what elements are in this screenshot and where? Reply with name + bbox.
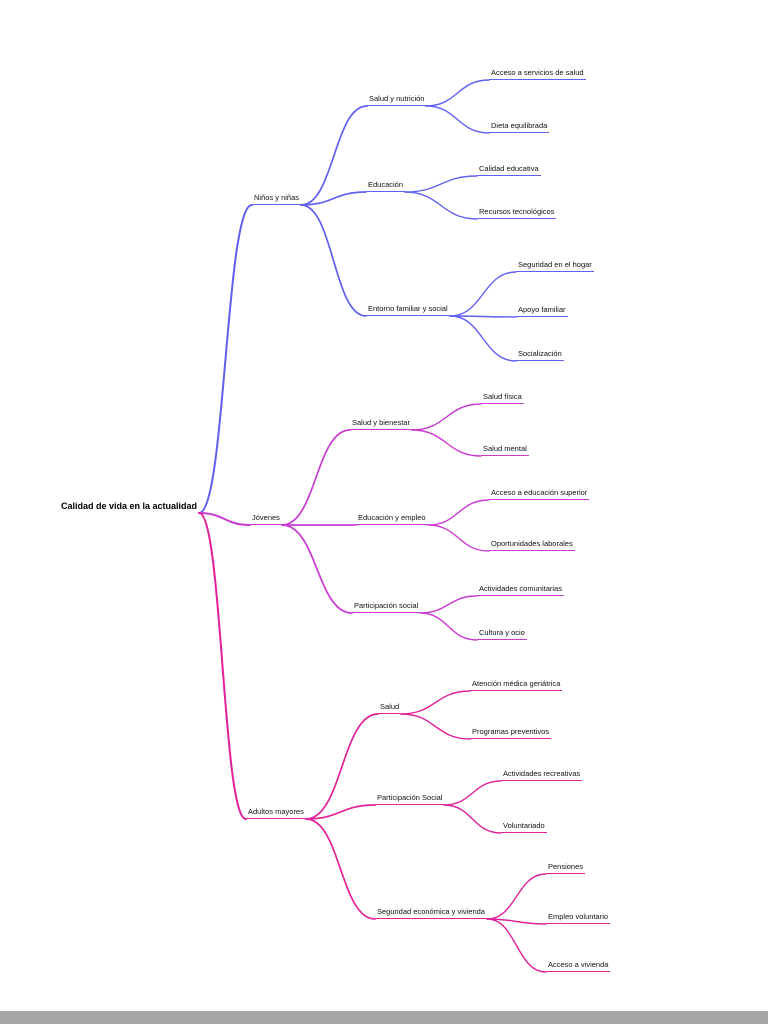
mindmap-node: Seguridad económica y vivienda: [375, 907, 487, 919]
mindmap-link: [281, 524, 353, 614]
mindmap-link: [300, 191, 367, 206]
mindmap-link: [400, 713, 471, 740]
mindmap-node: Seguridad en el hogar: [516, 260, 594, 272]
mindmap-node: Apoyo familiar: [516, 305, 568, 317]
mindmap-node: Niños y niñas: [252, 193, 302, 205]
mindmap-link: [300, 105, 368, 206]
mindmap-node: Educación y empleo: [356, 513, 428, 525]
mindmap-link: [305, 818, 376, 920]
mindmap-node: Oportunidades laborales: [489, 539, 575, 551]
mindmap-node: Participación social: [352, 601, 421, 613]
mindmap-node: Actividades comunitarias: [477, 584, 564, 596]
mindmap-link: [400, 690, 471, 715]
mindmap-node: Cultura y ocio: [477, 628, 527, 640]
mindmap-link: [198, 512, 251, 526]
mindmap-link: [486, 873, 547, 920]
mindmap-node: Salud física: [481, 392, 524, 404]
mindmap-node: Salud y bienestar: [350, 418, 412, 430]
mindmap-node: Calidad educativa: [477, 164, 541, 176]
mindmap-link: [411, 403, 482, 431]
mindmap-link: [281, 429, 351, 526]
mindmap-link: [411, 429, 482, 457]
document-bottom-edge: [0, 1011, 768, 1024]
mindmap-node: Pensiones: [546, 862, 586, 874]
mindmap-link: [404, 175, 478, 193]
mindmap-link: [419, 612, 478, 641]
mindmap-link: [198, 512, 247, 820]
mindmap-link: [404, 191, 478, 220]
mindmap-link: [427, 499, 490, 526]
mindmap-node: Acceso a educación superior: [489, 488, 590, 500]
mindmap-node: Voluntariado: [501, 821, 547, 833]
mindmap-node: Programas preventivos: [470, 727, 552, 739]
mindmap-node: Adultos mayores: [246, 807, 306, 819]
mindmap-root-node: Calidad de vida en la actualidad: [61, 501, 198, 511]
mindmap-link: [486, 918, 547, 925]
mindmap-node: Recursos tecnológicos: [477, 207, 557, 219]
mindmap-link: [443, 780, 502, 806]
mindmap-link: [305, 804, 376, 820]
mindmap-link: [419, 595, 478, 614]
mindmap-link: [305, 713, 379, 820]
mindmap-node: Empleo voluntario: [546, 912, 611, 924]
mindmap-link: [449, 315, 517, 362]
mindmap-link: [449, 315, 517, 318]
mindmap-node: Educación: [366, 180, 406, 192]
mindmap-node: Entorno familiar y social: [366, 304, 450, 316]
mindmap-node: Dieta equilibrada: [489, 121, 550, 133]
mindmap-link: [425, 79, 490, 107]
mindmap-node: Salud mental: [481, 444, 529, 456]
mindmap-node: Socialización: [516, 349, 564, 361]
mindmap-node: Salud y nutrición: [367, 94, 427, 106]
mindmap-node: Atención médica geriátrica: [470, 679, 563, 691]
mindmap-node: Acceso a vivienda: [546, 960, 611, 972]
mindmap-link: [443, 804, 502, 834]
mindmap-node: Acceso a servicios de salud: [489, 68, 586, 80]
mindmap-node: Salud: [378, 702, 402, 714]
mindmap-link: [300, 204, 367, 317]
mindmap-node: Actividades recreativas: [501, 769, 583, 781]
mindmap-node: Participación Social: [375, 793, 445, 805]
mindmap-link: [425, 105, 490, 134]
mindmap-link: [198, 204, 253, 514]
mindmap-link: [486, 918, 547, 973]
mindmap-node: Jóvenes: [250, 513, 282, 525]
mindmap-link: [427, 524, 490, 552]
mindmap-link: [449, 271, 517, 317]
